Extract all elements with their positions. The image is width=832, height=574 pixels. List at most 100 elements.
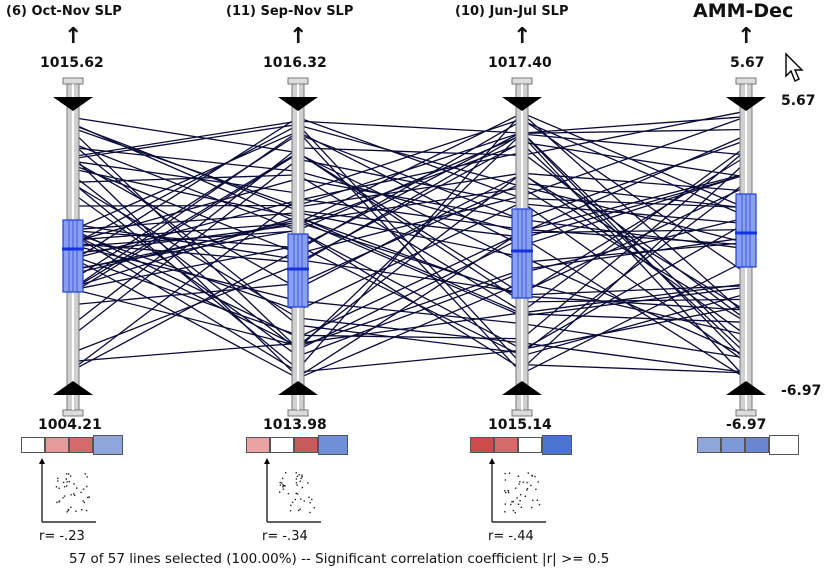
correlation-swatch[interactable] <box>697 437 721 453</box>
scatter-point <box>70 494 72 496</box>
correlation-swatch[interactable] <box>69 437 93 453</box>
scatter-point <box>56 501 58 504</box>
correlation-swatch[interactable] <box>21 437 45 453</box>
scatter-point <box>301 476 303 478</box>
axis-3-min: 1015.14 <box>488 417 552 433</box>
polyline <box>72 142 747 370</box>
axis-cap-bottom <box>511 409 533 417</box>
scatter-point <box>73 493 75 495</box>
polyline <box>72 178 747 250</box>
scatter-point <box>514 487 517 489</box>
scatter-y-arrow-icon <box>39 458 45 464</box>
axis-1-correlation: r= -.23 <box>39 529 85 544</box>
correlation-swatch[interactable] <box>721 437 745 453</box>
correlation-swatch[interactable] <box>769 435 799 455</box>
scatter-point <box>66 511 68 513</box>
correlation-swatch[interactable] <box>542 435 572 455</box>
polyline <box>72 257 747 380</box>
scatter-point <box>504 490 506 492</box>
polyline <box>72 245 747 357</box>
polyline <box>72 149 747 340</box>
scatter-point <box>57 480 59 482</box>
scatter-point <box>74 494 76 497</box>
scatter-point <box>295 472 297 474</box>
correlation-swatch[interactable] <box>294 437 318 453</box>
correlation-swatch[interactable] <box>518 437 542 453</box>
scatter-point <box>527 472 529 474</box>
axis-3-max: 1017.40 <box>488 55 552 71</box>
scatter-point <box>526 489 528 491</box>
axis-2-min: 1013.98 <box>263 417 327 433</box>
axis-4-up-arrow-icon[interactable]: ↑ <box>737 24 756 49</box>
scatter-point <box>504 511 506 513</box>
scatter-point <box>301 486 304 489</box>
correlation-swatch[interactable] <box>246 437 270 453</box>
scatter-point <box>309 502 311 504</box>
correlation-swatch[interactable] <box>745 437 769 453</box>
axis-2-mini-scatterplot[interactable] <box>261 458 323 526</box>
axis-1-min: 1004.21 <box>38 417 102 433</box>
correlation-swatch[interactable] <box>494 437 518 453</box>
scatter-point <box>311 498 313 501</box>
scatter-point <box>82 488 85 490</box>
polyline <box>72 116 747 262</box>
axis-1-correlation-swatches[interactable] <box>21 435 123 455</box>
scatter-point <box>505 491 507 494</box>
scatter-point <box>295 482 298 484</box>
scatter-point <box>512 509 515 512</box>
scatter-point <box>55 486 58 488</box>
axis-1-mini-scatterplot[interactable] <box>36 458 98 526</box>
scatter-point <box>82 500 84 502</box>
scatter-point <box>530 506 533 509</box>
scatter-point <box>516 497 518 499</box>
scatter-point <box>295 478 298 480</box>
scatter-point <box>313 507 315 509</box>
axis-top-slider-icon <box>278 97 318 111</box>
scatter-point <box>63 486 66 488</box>
axis-2-correlation-swatches[interactable] <box>246 435 348 455</box>
polyline <box>72 174 747 351</box>
scatter-point <box>298 474 300 476</box>
scatter-point <box>86 485 88 488</box>
scatter-point <box>86 476 88 478</box>
axis-2-max: 1016.32 <box>263 55 327 71</box>
scatter-point <box>287 492 290 495</box>
axis-3-up-arrow-icon[interactable]: ↑ <box>513 24 532 49</box>
axis-4-correlation-swatches[interactable] <box>697 435 799 455</box>
scatter-point <box>301 474 303 476</box>
axis-3-mini-scatterplot[interactable] <box>486 458 548 526</box>
axis-cap-bottom <box>735 409 757 417</box>
scatter-point <box>290 504 292 507</box>
scatter-point <box>524 495 526 497</box>
polyline <box>72 144 747 354</box>
correlation-swatch[interactable] <box>470 437 494 453</box>
axis-2-up-arrow-icon[interactable]: ↑ <box>289 24 308 49</box>
axis-bottom-slider-icon <box>502 381 542 395</box>
correlation-swatch[interactable] <box>93 435 123 455</box>
scatter-point <box>296 493 299 495</box>
scatter-point <box>519 500 521 502</box>
correlation-swatch[interactable] <box>318 435 348 455</box>
axis-1-up-arrow-icon[interactable]: ↑ <box>64 24 83 49</box>
polyline <box>72 201 747 363</box>
scatter-point <box>295 492 297 495</box>
polyline <box>72 119 747 371</box>
axis-title-3: (10) Jun-Jul SLP <box>455 4 569 19</box>
axis-cap-top <box>62 77 84 85</box>
axis-3-correlation-swatches[interactable] <box>470 435 572 455</box>
scatter-point <box>282 488 285 490</box>
scatter-point <box>537 481 539 483</box>
scatter-point <box>87 496 89 499</box>
scatter-point <box>291 501 294 503</box>
axis-2-correlation: r= -.34 <box>262 529 308 544</box>
scatter-point <box>68 480 70 483</box>
scatter-point <box>308 496 310 498</box>
correlation-swatch[interactable] <box>270 437 294 453</box>
axis-cap-top <box>511 77 533 85</box>
axis-1-max: 1015.62 <box>40 55 104 71</box>
scatter-point <box>508 472 511 474</box>
scatter-point <box>58 487 60 489</box>
scatter-point <box>298 509 300 512</box>
correlation-swatch[interactable] <box>45 437 69 453</box>
